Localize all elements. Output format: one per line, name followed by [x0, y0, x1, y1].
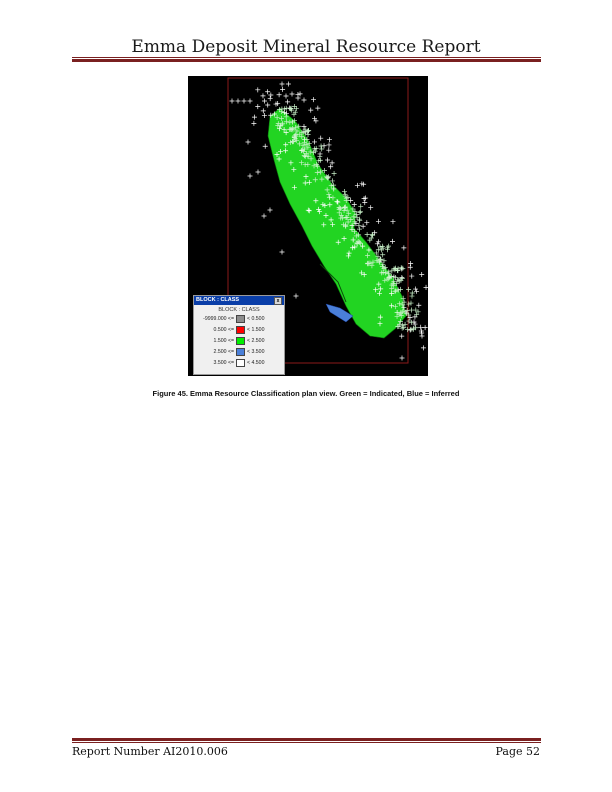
legend-high: < 1.500: [247, 326, 265, 333]
legend-row: -9999.000 <= < 0.500: [194, 313, 284, 324]
legend-row: 0.500 <= < 1.500: [194, 324, 284, 335]
legend-row: 3.500 <= < 4.500: [194, 357, 284, 368]
page-header-title: Emma Deposit Mineral Resource Report: [131, 37, 481, 57]
header-rule-thin: [72, 57, 541, 58]
legend-low: 1.500 <=: [213, 337, 234, 344]
legend-swatch: [236, 336, 245, 345]
footer-rule-thin: [72, 742, 541, 743]
plan-view-map: [227, 77, 428, 364]
legend-row: 2.500 <= < 3.500: [194, 346, 284, 357]
footer-rule-thick: [72, 738, 541, 741]
class-legend-window[interactable]: BLOCK : CLASS x BLOCK : CLASS -9999.000 …: [193, 295, 285, 375]
header-rule-thick: [72, 59, 541, 62]
legend-swatch: [236, 325, 245, 334]
legend-close-icon[interactable]: x: [274, 297, 282, 305]
model-boundary: [227, 77, 409, 364]
indicated-resource-zone: [267, 107, 407, 339]
legend-high: < 4.500: [247, 359, 265, 366]
legend-low: 0.500 <=: [213, 326, 234, 333]
drillhole-markers: [229, 81, 428, 361]
legend-low: 2.500 <=: [213, 348, 234, 355]
internal-fault-line: [319, 263, 347, 303]
report-number: Report Number AI2010.006: [72, 745, 228, 758]
legend-swatch: [236, 358, 245, 367]
legend-low: 3.500 <=: [213, 359, 234, 366]
page-number: Page 52: [495, 745, 540, 758]
legend-window-title: BLOCK : CLASS: [196, 297, 240, 303]
figure-caption: Figure 45. Emma Resource Classification …: [152, 389, 460, 398]
legend-subtitle: BLOCK : CLASS: [218, 307, 260, 313]
legend-high: < 3.500: [247, 348, 265, 355]
inferred-resource-zone: [325, 303, 354, 323]
legend-swatch: [236, 314, 245, 323]
legend-row: 1.500 <= < 2.500: [194, 335, 284, 346]
legend-high: < 0.500: [247, 315, 265, 322]
legend-swatch: [236, 347, 245, 356]
legend-title-bar[interactable]: BLOCK : CLASS x: [194, 296, 284, 305]
legend-low: -9999.000 <=: [203, 315, 234, 322]
resource-classification-plan-view: BLOCK : CLASS x BLOCK : CLASS -9999.000 …: [188, 76, 428, 376]
legend-high: < 2.500: [247, 337, 265, 344]
